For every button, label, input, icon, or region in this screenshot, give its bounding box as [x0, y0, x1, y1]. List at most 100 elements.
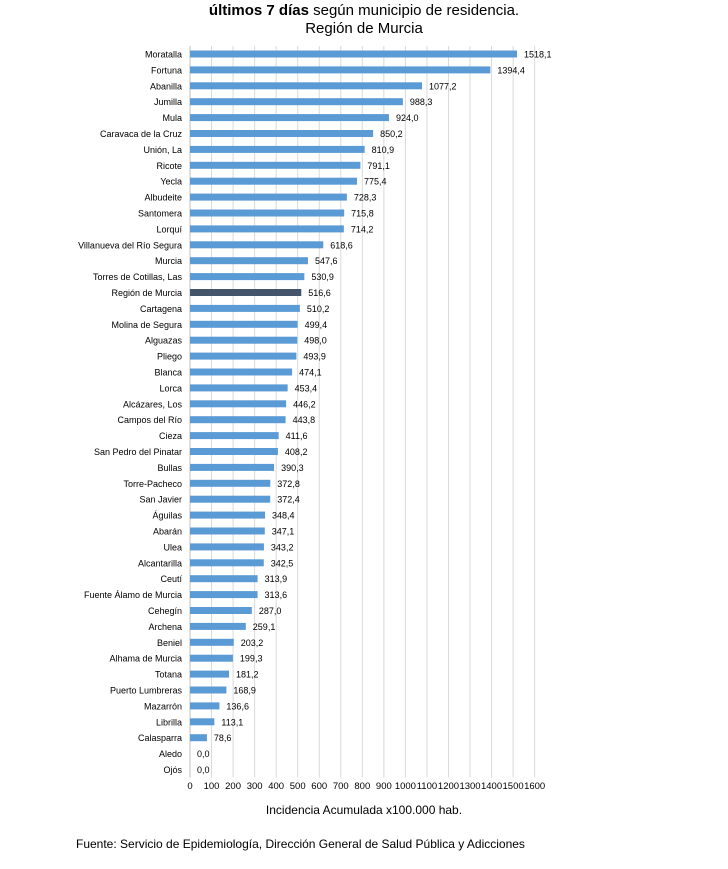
category-label: Fuente Álamo de Murcia [84, 590, 182, 600]
data-label: 714,2 [351, 224, 374, 234]
bar [190, 702, 220, 710]
category-label: Águilas [152, 511, 182, 521]
bar [190, 463, 275, 471]
data-label: 1518,1 [524, 50, 552, 60]
bar-highlight [190, 289, 302, 296]
bar [190, 591, 258, 599]
category-label: Cieza [159, 431, 182, 441]
category-label: Torre-Pacheco [123, 479, 182, 489]
bar [190, 320, 298, 328]
data-label: 203,2 [241, 638, 264, 648]
data-label: 988,3 [410, 97, 433, 107]
category-label: Ojós [163, 765, 182, 775]
category-label: Cehegín [148, 606, 182, 616]
bar [190, 654, 233, 662]
x-tick-label: 1200 [438, 781, 459, 792]
category-label: Librilla [156, 717, 182, 727]
x-tick-label: 1100 [417, 781, 437, 792]
category-label: Caravaca de la Cruz [100, 129, 183, 139]
bar [190, 527, 265, 535]
bar [190, 495, 271, 503]
data-label: 408,2 [285, 447, 308, 457]
chart-title: últimos 7 días según municipio de reside… [0, 2, 728, 20]
data-label: 499,4 [305, 320, 328, 330]
bar [190, 448, 278, 455]
category-label: Mula [162, 113, 182, 123]
x-axis-label: Incidencia Acumulada x100.000 hab. [265, 803, 463, 817]
data-label: 453,4 [295, 383, 318, 393]
category-label: San Javier [139, 495, 182, 505]
x-tick-label: 1500 [503, 781, 524, 792]
category-label: Villanueva del Río Segura [78, 240, 182, 250]
bar [190, 479, 271, 487]
data-label: 547,6 [315, 256, 338, 266]
data-label: 791,1 [367, 161, 390, 171]
x-tick-label: 100 [204, 781, 220, 792]
category-label: Santomera [138, 209, 182, 219]
category-label: Albudeite [144, 193, 182, 203]
category-label: Pliego [157, 352, 182, 362]
category-label: Molina de Segura [111, 320, 182, 330]
source-note: Fuente: Servicio de Epidemiología, Direc… [76, 837, 525, 851]
data-label: 0,0 [197, 765, 210, 775]
x-tick-label: 900 [376, 781, 392, 792]
bar [190, 225, 344, 233]
bar [190, 559, 264, 567]
data-label: 199,3 [240, 654, 263, 664]
category-label: Fortuna [151, 65, 182, 75]
category-label: Puerto Lumbreras [110, 686, 183, 696]
data-label: 530,9 [311, 272, 334, 282]
data-label: 924,0 [396, 113, 419, 123]
data-label: 342,5 [271, 558, 294, 568]
category-label: Torres de Cotillas, Las [93, 272, 183, 282]
data-label: 498,0 [304, 336, 327, 346]
chart-title-rest: según municipio de residencia. [308, 2, 520, 19]
category-label: Cartagena [140, 304, 182, 314]
data-label: 775,4 [364, 177, 387, 187]
x-tick-label: 200 [225, 781, 241, 792]
data-label: 715,8 [351, 209, 374, 219]
x-tick-label: 400 [268, 781, 284, 792]
data-label: 136,6 [226, 701, 249, 711]
data-label: 78,6 [214, 733, 232, 743]
category-label: Abanilla [150, 81, 182, 91]
x-tick-label: 500 [290, 781, 306, 792]
category-label: Murcia [155, 256, 182, 266]
category-label: Mazarrón [144, 701, 182, 711]
bar [190, 686, 227, 694]
x-tick-label: 1000 [395, 781, 416, 792]
bar [190, 114, 390, 122]
data-label: 343,2 [271, 542, 294, 552]
x-tick-label: 0 [187, 781, 192, 792]
data-label: 313,9 [265, 574, 288, 584]
chart-title-bold: últimos 7 días [208, 2, 309, 19]
x-tick-label: 800 [354, 781, 370, 792]
x-tick-label: 600 [311, 781, 327, 792]
data-label: 493,9 [303, 352, 326, 362]
category-label: Lorquí [156, 224, 182, 234]
category-label: San Pedro del Pinatar [94, 447, 182, 457]
bar [190, 161, 361, 169]
bar [190, 352, 297, 360]
category-label: Ulea [163, 542, 182, 552]
bar [190, 384, 288, 392]
bar [190, 145, 365, 153]
data-label: 113,1 [221, 717, 243, 727]
bar [190, 82, 423, 90]
data-label: 850,2 [380, 129, 403, 139]
data-label: 348,4 [272, 511, 295, 521]
category-label: Yecla [160, 177, 182, 187]
category-label: Alcantarilla [138, 558, 182, 568]
x-tick-label: 700 [333, 781, 349, 792]
bar [190, 575, 258, 583]
category-label: Unión, La [143, 145, 182, 155]
category-label: Ricote [156, 161, 182, 171]
x-tick-label: 1400 [481, 781, 502, 792]
data-label: 446,2 [293, 399, 316, 409]
bar [190, 718, 215, 726]
bar [190, 416, 286, 424]
category-label: Abarán [153, 527, 182, 537]
category-label: Alhama de Murcia [109, 654, 182, 664]
bar [190, 98, 403, 106]
bar [190, 670, 230, 678]
